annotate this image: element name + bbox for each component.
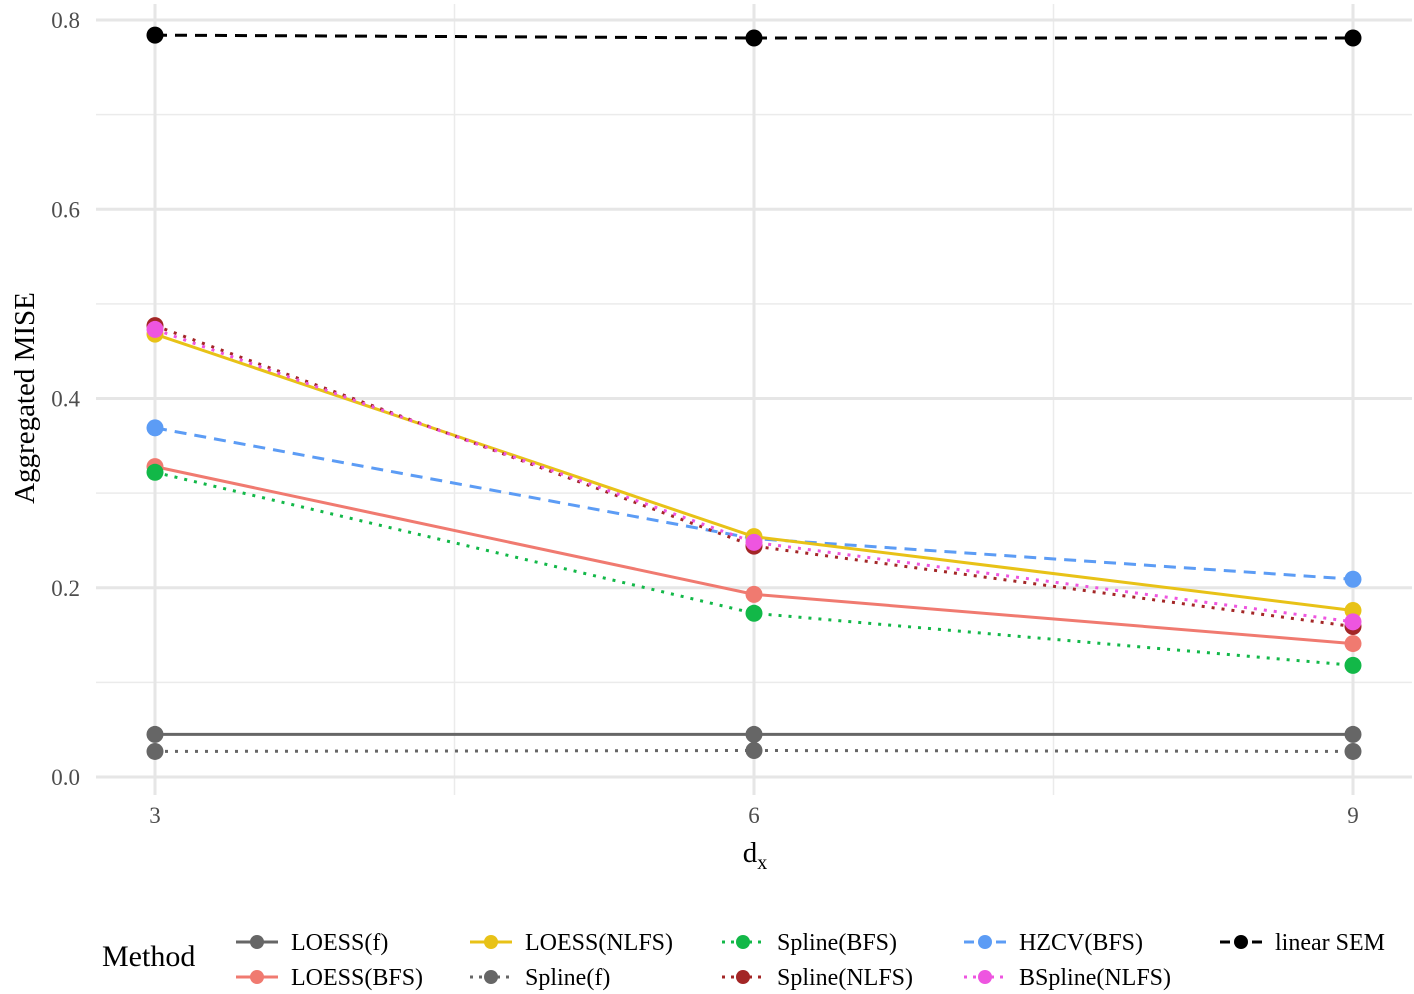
legend-key-point	[484, 970, 498, 984]
series-layer	[146, 26, 1362, 760]
data-point	[745, 725, 763, 743]
legend-label: Spline(BFS)	[777, 930, 897, 956]
y-tick-label: 0.6	[51, 197, 80, 222]
data-point	[1344, 29, 1362, 47]
data-point	[146, 742, 164, 760]
series-line	[154, 328, 1354, 624]
series-loess-bfs	[146, 458, 1362, 653]
legend: LOESS(f) LOESS(BFS) LOESS(NLFS) Spline(f) Sp…	[236, 930, 1385, 991]
legend-label: BSpline(NLFS)	[1019, 965, 1171, 991]
legend-key-point	[736, 935, 750, 949]
legend-item: BSpline(NLFS)	[964, 965, 1171, 991]
data-point	[146, 320, 164, 338]
series-bspline-nlfs	[146, 320, 1362, 631]
x-tick-label: 9	[1347, 803, 1359, 828]
legend-item: Spline(NLFS)	[722, 965, 913, 991]
x-axis-title-main: d	[743, 837, 758, 869]
y-tick-labels: 0.0 0.2 0.4 0.6 0.8	[51, 8, 80, 790]
data-point	[745, 742, 763, 760]
legend-item: Spline(BFS)	[722, 930, 897, 956]
series-loess-f	[146, 725, 1362, 743]
y-tick-label: 0.0	[51, 765, 80, 790]
data-point	[1344, 725, 1362, 743]
legend-key-point	[1234, 935, 1248, 949]
legend-label: LOESS(f)	[291, 930, 388, 956]
x-axis-title: dx	[743, 837, 768, 874]
data-point	[1344, 570, 1362, 588]
y-tick-label: 0.4	[51, 387, 80, 412]
data-point	[745, 29, 763, 47]
data-point	[1344, 742, 1362, 760]
legend-title: Method	[102, 940, 195, 973]
legend-label: Spline(f)	[525, 965, 610, 991]
x-tick-label: 3	[149, 803, 161, 828]
y-tick-label: 0.8	[51, 8, 80, 33]
legend-label: Spline(NLFS)	[777, 965, 913, 991]
legend-key-point	[250, 935, 264, 949]
legend-key-point	[250, 970, 264, 984]
data-point	[1344, 613, 1362, 631]
data-point	[146, 419, 164, 437]
data-point	[745, 533, 763, 551]
data-point	[745, 585, 763, 603]
legend-item: HZCV(BFS)	[964, 930, 1143, 956]
y-axis-title: Aggregated MISE	[9, 292, 41, 504]
legend-label: LOESS(BFS)	[291, 965, 423, 991]
legend-item: LOESS(NLFS)	[470, 930, 673, 956]
series-spline-bfs	[146, 463, 1362, 674]
legend-item: linear SEM	[1220, 930, 1385, 956]
data-point	[1344, 635, 1362, 653]
legend-item: LOESS(f)	[236, 930, 388, 956]
legend-item: LOESS(BFS)	[236, 965, 423, 991]
y-tick-label: 0.2	[51, 576, 80, 601]
x-axis-title-subscript: x	[757, 852, 767, 874]
legend-key-point	[484, 935, 498, 949]
data-point	[146, 725, 164, 743]
data-point	[146, 463, 164, 481]
legend-item: Spline(f)	[470, 965, 610, 991]
x-tick-labels: 3 6 9	[149, 803, 1359, 828]
series-spline-f	[146, 742, 1362, 760]
data-point	[745, 604, 763, 622]
x-tick-label: 6	[748, 803, 760, 828]
legend-key-point	[978, 970, 992, 984]
legend-label: linear SEM	[1275, 930, 1385, 956]
data-point	[1344, 656, 1362, 674]
series-linear-sem	[146, 26, 1362, 47]
legend-label: LOESS(NLFS)	[525, 930, 673, 956]
data-point	[146, 26, 164, 44]
legend-key-point	[736, 970, 750, 984]
major-gridlines	[96, 4, 1412, 795]
legend-key-point	[978, 935, 992, 949]
legend-label: HZCV(BFS)	[1019, 930, 1143, 956]
